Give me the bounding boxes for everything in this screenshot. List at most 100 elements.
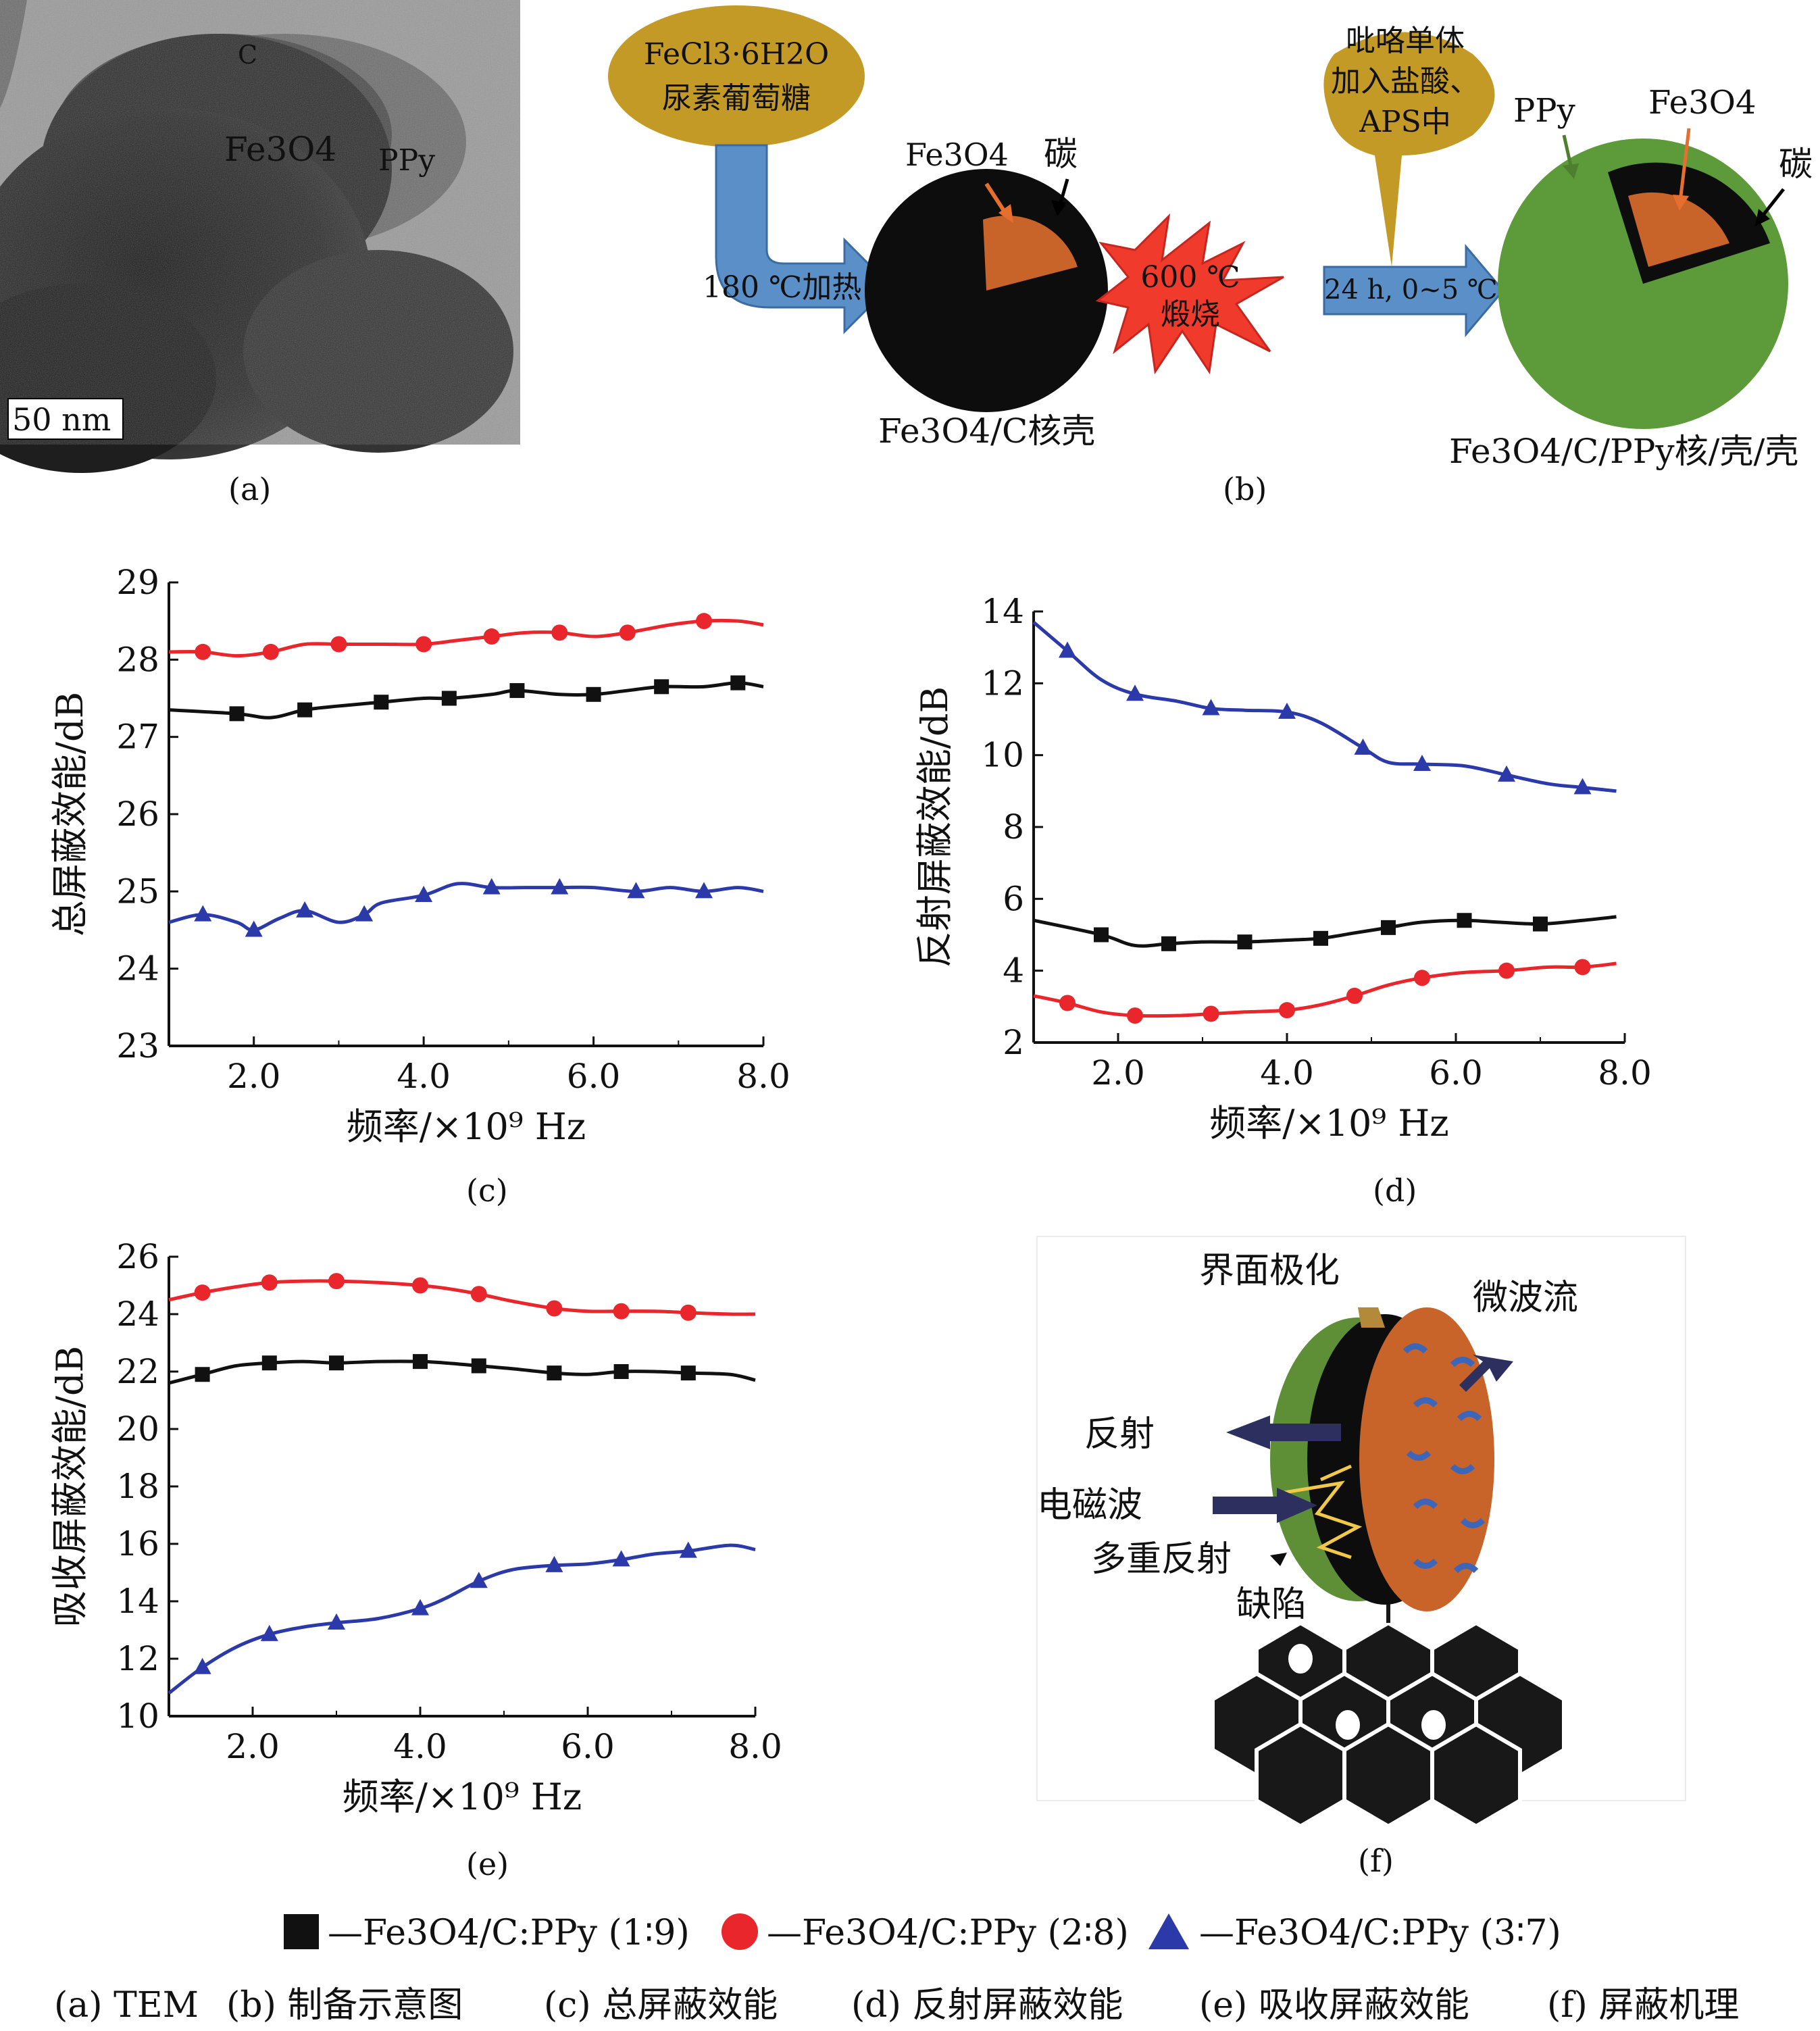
panel-a-tem: C Fe3O4 PPy 50 nm (a) [0,0,520,507]
data-point-circle [1127,1007,1143,1024]
data-point-circle [546,1300,563,1317]
data-point-triangle [411,1599,429,1615]
data-point-square [613,1364,629,1379]
label-interface-polarization: 界面极化 [1199,1251,1340,1291]
data-point-square [413,1354,428,1370]
tem-label-fe3o4: Fe3O4 [224,130,336,169]
x-tick-label: 2.0 [227,1057,281,1096]
data-point-square [297,702,313,718]
defect-hole [1336,1710,1360,1740]
data-point-triangle [679,1541,697,1558]
data-point-square [1457,913,1472,928]
data-point-circle [415,636,432,653]
caption-a: (a) TEM [54,1985,199,2026]
product-fe3o4-label: Fe3O4 [1648,84,1756,122]
x-tick-label: 8.0 [736,1057,790,1096]
label-microwave-flow: 微波流 [1473,1278,1578,1318]
product-ppy-label: PPy [1513,92,1575,130]
data-point-square [1313,930,1328,946]
chart-d-reflection-se: 2 4 6 8 10 12 14 2.0 4.0 6.0 8.0 频率/×10⁹ Hz 反射屏蔽效能/d… [913,592,1652,1209]
data-point-circle [1203,1005,1219,1022]
x-tick-label: 6.0 [567,1057,621,1096]
panel-label: (d) [1373,1172,1417,1209]
label-reflection: 反射 [1084,1414,1155,1455]
y-tick-label: 14 [116,1582,159,1621]
caption-d: (d) 反射屏蔽效能 [851,1985,1123,2026]
y-tick-label: 2 [1003,1023,1024,1062]
x-tick-label: 6.0 [1429,1053,1483,1093]
data-point-square [1533,916,1548,932]
x-tick-label: 8.0 [1598,1053,1652,1093]
data-point-circle [680,1304,697,1321]
precursor-bubble [608,5,865,147]
data-point-triangle [194,905,212,922]
data-point-circle [328,1273,345,1290]
data-point-circle [1574,959,1591,976]
reagent-bubble [1323,32,1495,267]
panel-b-label: (b) [1223,471,1267,507]
data-point-circle [412,1277,428,1294]
x-tick-label: 2.0 [1091,1053,1145,1093]
y-tick-label: 12 [981,663,1024,703]
series-line [168,1543,756,1695]
y-tick-label: 26 [116,795,159,834]
em-wave-arrow [1213,1488,1317,1523]
y-axis-label: 吸收屏蔽效能/dB [49,1346,91,1627]
label-defect: 缺陷 [1236,1584,1307,1625]
series-line [1032,621,1617,793]
legend-item-1: —Fe3O4/C:PPy (1∶9) [328,1913,690,1953]
y-tick-label: 14 [981,592,1024,631]
data-point-circle [262,643,279,660]
data-point-circle [1279,1002,1295,1019]
chart-e-absorption-se: 10 12 14 16 18 20 22 24 26 2.0 4.0 6.0 8.0 频率/×10⁹ Hz… [49,1237,782,1882]
data-point-triangle [695,882,713,899]
product-carbon-label: 碳 [1779,145,1813,184]
data-point-circle [470,1286,487,1303]
calcine-line2: 煅烧 [1161,297,1220,332]
y-tick-label: 6 [1003,879,1024,918]
tem-label-c: C [238,40,257,70]
data-point-circle [195,643,211,660]
data-point-circle [1498,962,1515,979]
data-point-triangle [245,920,263,937]
fe3o4-core-wedge [983,216,1078,291]
x-tick-label: 4.0 [1260,1053,1314,1093]
y-tick-label: 10 [981,736,1024,775]
heat-arrow [715,144,892,334]
data-point-square [547,1365,562,1381]
scale-bar: 50 nm [12,401,111,438]
reagent-line1: 吡咯单体 [1346,24,1465,58]
data-point-triangle [355,905,374,922]
data-point-triangle [415,886,433,903]
calcine-line1: 600 ℃ [1140,260,1240,295]
x-tick-label: 8.0 [728,1727,782,1766]
data-point-square [586,686,601,702]
data-point-triangle [627,882,645,899]
y-axis-label: 反射屏蔽效能/dB [913,686,956,968]
panel-b-schematic: FeCl3·6H2O 尿素葡萄糖 180 ℃加热 Fe3O4 碳 Fe3O4/C… [608,5,1813,507]
data-point-triangle [1573,778,1592,795]
y-tick-label: 18 [116,1467,159,1506]
y-tick-label: 20 [116,1409,159,1449]
data-point-triangle [1278,702,1296,719]
data-point-triangle [193,1657,211,1674]
data-point-square [654,679,669,695]
data-point-triangle [1126,684,1144,701]
figure-caption: (a) TEM (b) 制备示意图 (c) 总屏蔽效能 (d) 反射屏蔽效能 (… [54,1985,1739,2026]
data-point-square [229,706,245,722]
caption-f: (f) 屏蔽机理 [1547,1985,1739,2026]
data-point-square [329,1355,344,1371]
series-line [168,1359,756,1385]
legend-marker-circle [722,1913,758,1950]
data-point-triangle [1413,754,1431,771]
product-fe3o4-wedge [1628,192,1729,267]
data-point-circle [483,628,500,645]
y-tick-label: 28 [116,640,159,679]
chart-c-total-se: 23 24 25 26 27 28 29 2.0 4.0 6.0 8.0 频率/×10⁹ Hz 总屏蔽效… [49,563,790,1209]
data-point-square [1381,920,1396,935]
y-tick-label: 24 [116,1295,159,1334]
label-em-wave: 电磁波 [1037,1485,1142,1526]
x-tick-label: 6.0 [561,1727,615,1766]
data-point-square [1161,936,1176,951]
caption-e: (e) 吸收屏蔽效能 [1199,1985,1469,2026]
